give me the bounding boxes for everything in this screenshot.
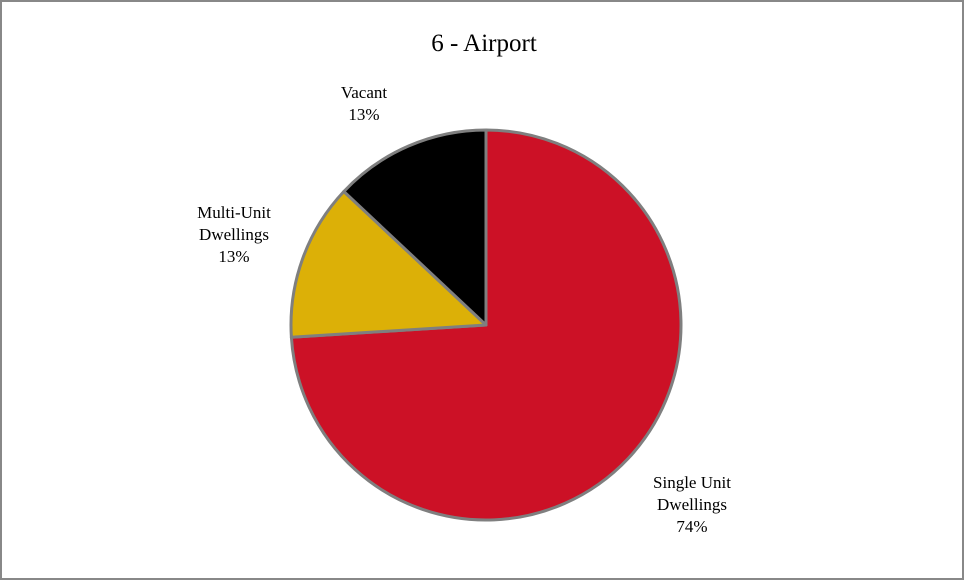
value-label: 13% [218, 247, 250, 266]
chart-title: 6 - Airport [431, 30, 537, 57]
pie-slice [342, 128, 488, 327]
slice-label: Vacant 13% [299, 82, 429, 126]
value-label: 13% [348, 105, 380, 124]
category-label: Single Unit Dwellings [653, 473, 731, 514]
pie-slice [289, 190, 488, 339]
value-label: 74% [676, 517, 708, 536]
slice-label: Single Unit Dwellings 74% [637, 472, 747, 538]
category-label: Multi-Unit Dwellings [197, 203, 271, 244]
category-label: Vacant [340, 83, 388, 102]
slice-label: Multi-Unit Dwellings 13% [179, 202, 289, 268]
